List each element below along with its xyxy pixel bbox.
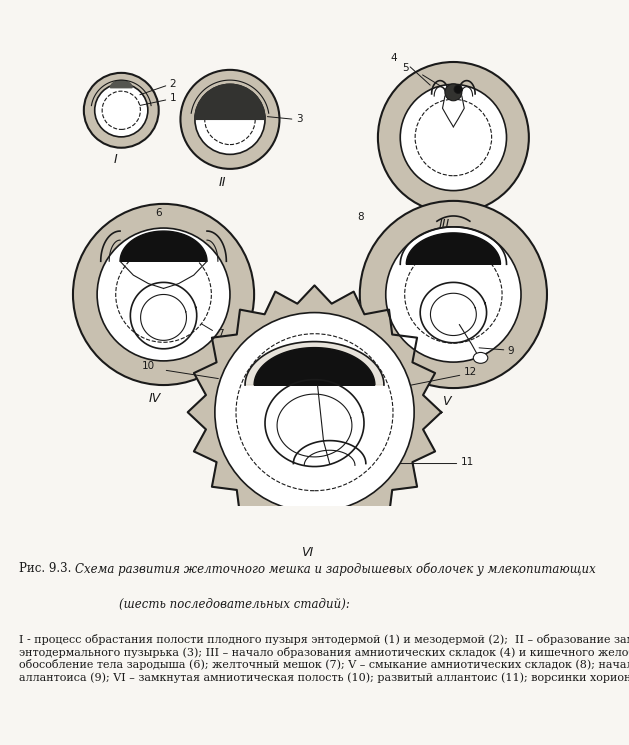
Circle shape xyxy=(378,62,529,213)
Text: 6: 6 xyxy=(155,208,162,218)
Ellipse shape xyxy=(473,352,488,364)
Text: VI: VI xyxy=(301,546,313,559)
Circle shape xyxy=(445,84,462,101)
Circle shape xyxy=(181,70,279,169)
Text: I: I xyxy=(113,153,117,166)
Text: II: II xyxy=(219,176,226,188)
Text: 8: 8 xyxy=(357,212,364,221)
Text: (шесть последовательных стадий):: (шесть последовательных стадий): xyxy=(120,598,350,611)
Text: IV: IV xyxy=(148,392,160,405)
Text: III: III xyxy=(438,218,450,231)
Polygon shape xyxy=(187,285,442,539)
Text: 12: 12 xyxy=(464,367,477,377)
Text: 2: 2 xyxy=(170,79,176,89)
Text: 7: 7 xyxy=(216,329,223,339)
Polygon shape xyxy=(254,348,375,385)
Text: 3: 3 xyxy=(296,114,303,124)
Polygon shape xyxy=(195,84,265,119)
Circle shape xyxy=(97,228,230,361)
Circle shape xyxy=(116,247,211,342)
Circle shape xyxy=(195,84,265,154)
Circle shape xyxy=(360,201,547,388)
Polygon shape xyxy=(245,342,384,385)
Circle shape xyxy=(205,94,255,145)
Polygon shape xyxy=(111,80,132,88)
Polygon shape xyxy=(406,233,501,264)
Circle shape xyxy=(404,246,502,343)
Text: 10: 10 xyxy=(142,361,155,371)
Circle shape xyxy=(84,73,159,148)
Text: Схема развития желточного мешка и зародышевых оболочек у млекопитающих: Схема развития желточного мешка и зароды… xyxy=(75,562,596,576)
Circle shape xyxy=(454,85,462,94)
Circle shape xyxy=(215,313,414,512)
Text: Рис. 9.3.: Рис. 9.3. xyxy=(19,562,75,575)
Text: 1: 1 xyxy=(170,93,176,104)
Circle shape xyxy=(236,334,393,491)
Circle shape xyxy=(415,99,492,176)
Circle shape xyxy=(400,84,506,191)
Text: I - процесс обрастания полости плодного пузыря энтодермой (1) и мезодермой (2); : I - процесс обрастания полости плодного … xyxy=(19,634,629,682)
Text: 9: 9 xyxy=(508,346,515,355)
Circle shape xyxy=(95,83,148,137)
Circle shape xyxy=(102,91,140,130)
Circle shape xyxy=(386,226,521,362)
Text: V: V xyxy=(442,395,450,408)
Text: 4: 4 xyxy=(390,54,397,63)
Text: 5: 5 xyxy=(402,63,409,73)
Circle shape xyxy=(73,204,254,385)
Text: 11: 11 xyxy=(460,457,474,467)
Polygon shape xyxy=(120,231,207,261)
